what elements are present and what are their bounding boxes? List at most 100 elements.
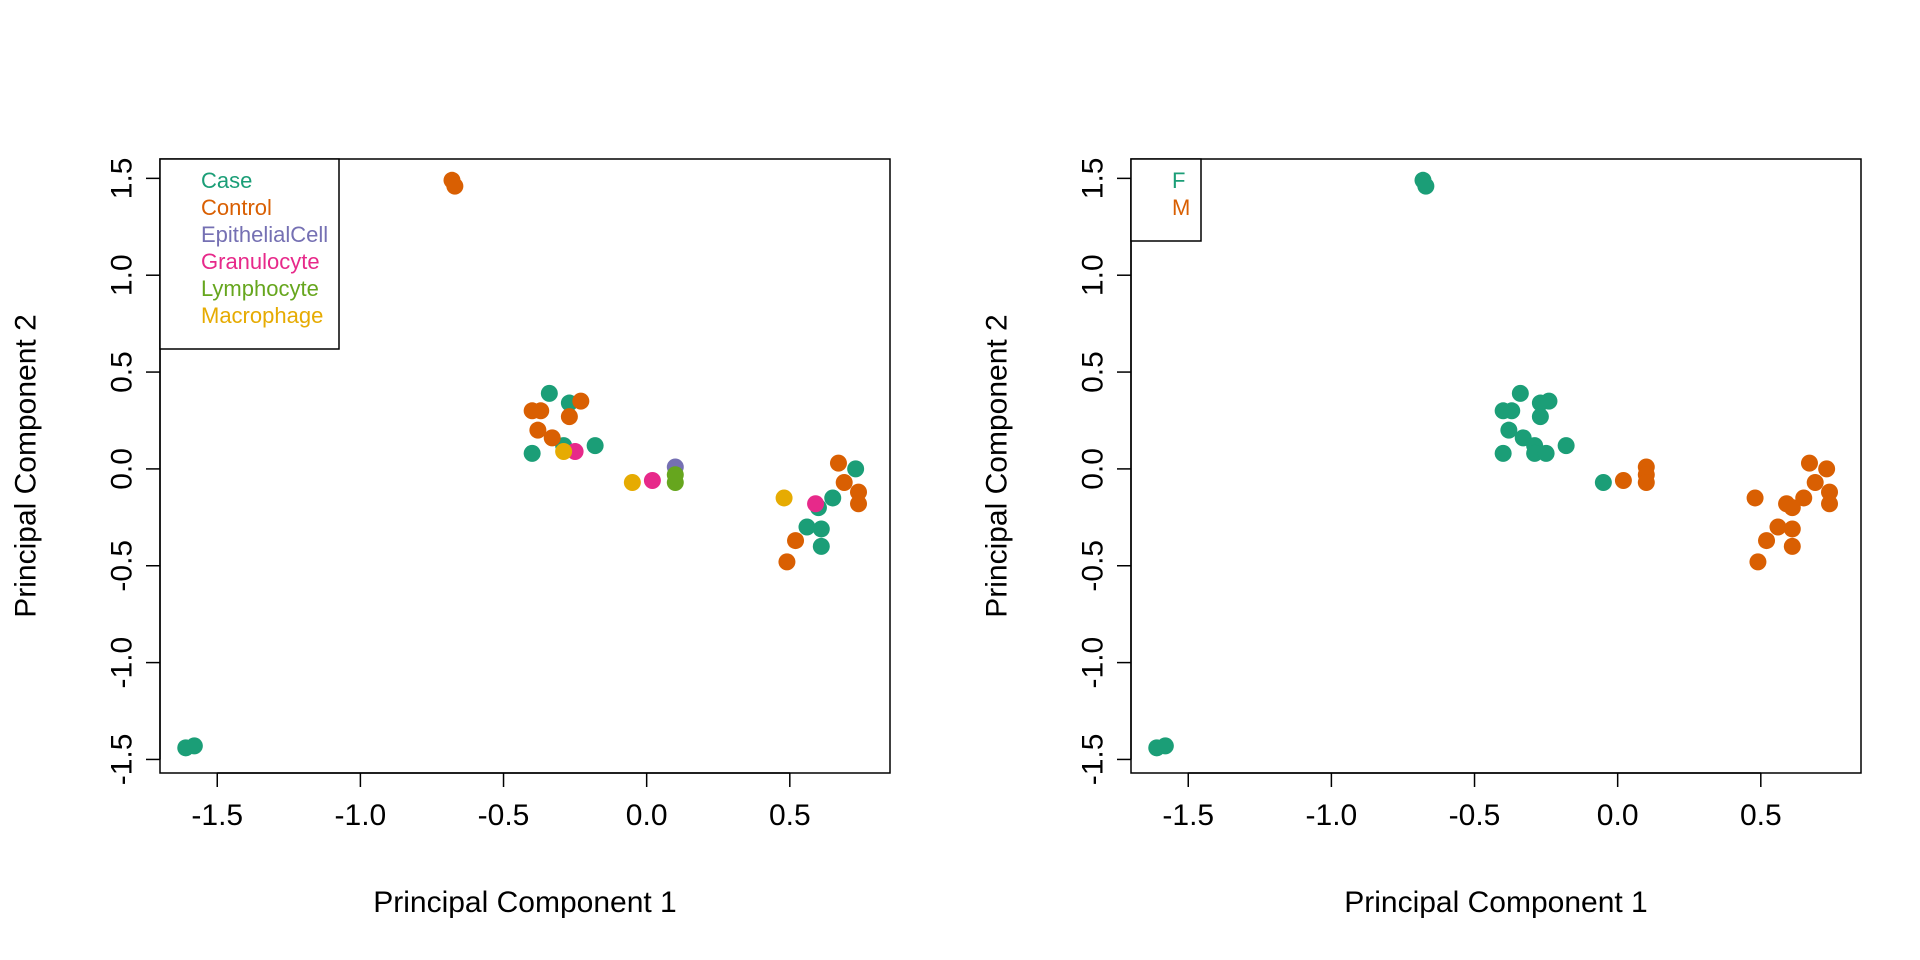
data-point-f xyxy=(1557,437,1575,455)
data-point-m xyxy=(1800,454,1818,472)
legend-cell-type: CaseControlEpithelialCellGranulocyteLymp… xyxy=(159,158,340,350)
data-point-control xyxy=(850,483,868,501)
data-point-m xyxy=(1783,520,1801,538)
y-tick-label: -1.5 xyxy=(106,734,139,786)
x-tick-label: -1.5 xyxy=(1162,799,1214,832)
data-point-m xyxy=(1783,499,1801,517)
data-point-m xyxy=(1821,495,1839,513)
data-point-f xyxy=(1494,444,1512,462)
legend-entry-control: Control xyxy=(201,195,272,220)
x-tick-label: -0.5 xyxy=(478,799,530,832)
data-point-m xyxy=(1769,518,1787,536)
legend-entry-case: Case xyxy=(201,168,252,193)
y-tick-label: -0.5 xyxy=(1077,540,1110,592)
data-point-f xyxy=(1156,737,1174,755)
legend-box xyxy=(159,158,340,350)
x-tick-label: -0.5 xyxy=(1449,799,1501,832)
data-point-case xyxy=(798,518,816,536)
data-point-lymphocyte xyxy=(666,473,684,491)
data-point-macrophage xyxy=(775,489,793,507)
data-point-m xyxy=(1818,460,1836,478)
data-point-case xyxy=(540,384,558,402)
x-tick-label: -1.0 xyxy=(1306,799,1358,832)
series-lymphocyte xyxy=(666,466,684,491)
y-tick-label: -1.0 xyxy=(106,637,139,689)
data-point-case xyxy=(586,437,604,455)
data-point-case xyxy=(812,520,830,538)
data-point-m xyxy=(1821,483,1839,501)
data-point-control xyxy=(532,402,550,420)
y-axis-title: Principal Component 2 xyxy=(981,314,1014,618)
data-point-case xyxy=(523,444,541,462)
data-point-control xyxy=(787,532,805,550)
y-tick-label: 1.0 xyxy=(106,254,139,296)
series-macrophage xyxy=(555,442,793,507)
legend-entry-granulocyte: Granulocyte xyxy=(201,249,320,274)
data-point-control xyxy=(446,177,464,195)
data-point-m xyxy=(1783,537,1801,555)
y-tick-label: 0.5 xyxy=(1077,351,1110,393)
data-point-f xyxy=(1531,408,1549,426)
data-point-case xyxy=(812,537,830,555)
data-point-control xyxy=(543,429,561,447)
y-tick-label: -1.0 xyxy=(1077,637,1110,689)
data-point-macrophage xyxy=(623,473,641,491)
data-point-granulocyte xyxy=(643,472,661,490)
data-point-m xyxy=(1746,489,1764,507)
data-point-m xyxy=(1749,553,1767,571)
data-point-m xyxy=(1795,489,1813,507)
data-point-f xyxy=(1594,473,1612,491)
data-point-control xyxy=(529,421,547,439)
y-tick-label: 1.5 xyxy=(1077,158,1110,200)
x-axis-title: Principal Component 1 xyxy=(373,886,677,919)
data-point-f xyxy=(1540,392,1558,410)
x-tick-label: 0.0 xyxy=(1597,799,1639,832)
legend-box xyxy=(1130,158,1202,242)
legend-entry-lymphocyte: Lymphocyte xyxy=(201,276,319,301)
series-m xyxy=(1614,454,1839,571)
y-tick-label: -1.5 xyxy=(1077,734,1110,786)
y-tick-label: 0.5 xyxy=(106,351,139,393)
data-point-m xyxy=(1637,473,1655,491)
plot-panel-sex: -1.5 -1.0 -0.5 0.0 0.5 -1.5 -1.0 -0.5 0.0 0.5 1.0 1… xyxy=(981,158,1862,919)
series-control xyxy=(443,171,868,571)
data-point-m xyxy=(1806,473,1824,491)
legend-entry-m: M xyxy=(1172,195,1190,220)
data-point-granulocyte xyxy=(807,495,825,513)
data-point-control xyxy=(778,553,796,571)
series-f xyxy=(1148,171,1612,757)
legend-entry-macrophage: Macrophage xyxy=(201,303,323,328)
data-point-macrophage xyxy=(555,442,573,460)
data-point-case xyxy=(185,737,203,755)
x-tick-label: 0.0 xyxy=(626,799,668,832)
data-point-f xyxy=(1503,402,1521,420)
legend-entry-f: F xyxy=(1172,168,1185,193)
data-point-f xyxy=(1537,444,1555,462)
x-tick-label: -1.5 xyxy=(191,799,243,832)
data-point-case xyxy=(824,489,842,507)
y-tick-label: 1.5 xyxy=(106,158,139,200)
y-axis-title: Principal Component 2 xyxy=(10,314,43,618)
data-point-control xyxy=(572,392,590,410)
x-axis-title: Principal Component 1 xyxy=(1344,886,1648,919)
data-point-control xyxy=(850,495,868,513)
plot-panel-cell-type: -1.5 -1.0 -0.5 0.0 0.5 -1.5 -1.0 -0.5 0.0 0.5 1.0 1… xyxy=(10,158,891,919)
data-point-control xyxy=(835,473,853,491)
x-tick-label: -1.0 xyxy=(335,799,387,832)
legend-entry-epithelialcell: EpithelialCell xyxy=(201,222,328,247)
y-tick-label: 0.0 xyxy=(1077,448,1110,490)
data-point-f xyxy=(1500,421,1518,439)
y-tick-label: 0.0 xyxy=(106,448,139,490)
data-point-f xyxy=(1511,384,1529,402)
x-tick-label: 0.5 xyxy=(1740,799,1782,832)
data-point-case xyxy=(847,460,865,478)
legend-sex: FM xyxy=(1130,158,1202,242)
y-tick-label: -0.5 xyxy=(106,540,139,592)
data-point-control xyxy=(829,454,847,472)
data-point-m xyxy=(1758,532,1776,550)
y-tick-label: 1.0 xyxy=(1077,254,1110,296)
x-tick-label: 0.5 xyxy=(769,799,811,832)
data-point-f xyxy=(1417,177,1435,195)
data-point-m xyxy=(1614,472,1632,490)
